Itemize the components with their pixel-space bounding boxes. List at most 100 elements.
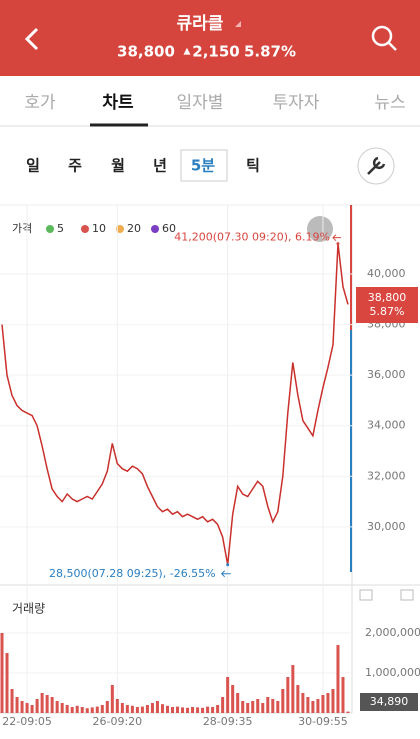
price-badge — [356, 287, 418, 323]
volume-bar — [45, 695, 49, 713]
search-handle — [388, 42, 397, 51]
change-arrow: ▲ — [184, 47, 191, 57]
annotation: 41,200(07.30 09:20), 6.19% — [174, 231, 330, 244]
tab[interactable]: 호가 — [24, 93, 56, 113]
tab[interactable]: 뉴스 — [374, 93, 405, 113]
volume-bar — [135, 707, 139, 713]
period[interactable]: 주 — [68, 157, 82, 175]
volume-tick-label: 1,000,000 — [365, 666, 420, 679]
volume-bar — [346, 711, 350, 713]
volume-bar — [155, 701, 159, 713]
annotation-point — [336, 242, 340, 246]
period[interactable]: 년 — [153, 157, 167, 175]
volume-bar — [211, 707, 215, 713]
wrench-icon — [367, 156, 386, 175]
volume-bar — [170, 707, 174, 713]
price-change: 2,150 — [192, 43, 239, 61]
volume-bar — [201, 707, 205, 713]
volume-bar — [0, 633, 4, 713]
volume-bar — [221, 697, 225, 713]
tab[interactable]: 투자자 — [273, 93, 320, 113]
volume-bar — [60, 703, 64, 713]
volume-bar — [70, 707, 74, 713]
period[interactable]: 틱 — [246, 157, 260, 175]
search-button[interactable] — [371, 25, 393, 47]
back-button[interactable] — [24, 27, 39, 51]
volume-tick-label: 2,000,000 — [365, 626, 420, 639]
volume-bar — [326, 693, 330, 713]
x-tick-label: 28-09:35 — [203, 715, 253, 728]
tab[interactable]: 일자별 — [177, 93, 224, 113]
volume-badge — [360, 693, 418, 711]
volume-bar — [95, 706, 99, 713]
price-badge-rate: 5.87% — [370, 305, 405, 318]
legend-label: 10 — [92, 222, 106, 235]
volume-bar — [10, 689, 14, 713]
annotation: 28,500(07.28 09:25), -26.55% — [49, 567, 216, 580]
y-tick-label: 36,000 — [367, 368, 406, 381]
volume-bar — [291, 665, 295, 713]
volume-bar — [30, 705, 34, 713]
panel-menu[interactable] — [359, 589, 373, 601]
volume-bar — [140, 706, 144, 713]
volume-bar — [281, 689, 285, 713]
volume-bar — [251, 701, 255, 713]
volume-bar — [176, 706, 180, 713]
legend-label: 60 — [162, 222, 176, 235]
legend-dot — [151, 225, 159, 233]
volume-bar — [271, 699, 275, 713]
period[interactable]: 5분 — [191, 157, 215, 175]
volume-title: 거래량 — [12, 602, 45, 616]
y-tick-label: 30,000 — [367, 520, 406, 533]
volume-badge-value: 34,890 — [370, 695, 409, 708]
volume-bar — [316, 699, 320, 713]
volume-bar — [90, 707, 94, 713]
volume-bar — [331, 689, 335, 713]
volume-bar — [55, 701, 59, 713]
y-tick-label: 32,000 — [367, 469, 406, 482]
x-tick-label: 22-09:05 — [2, 715, 52, 728]
volume-bar — [15, 697, 19, 713]
legend-dot — [81, 225, 89, 233]
expand-button[interactable] — [307, 216, 333, 242]
volume-bar — [40, 693, 44, 713]
annotation-arrow — [220, 570, 231, 578]
period-selected-box — [180, 149, 228, 182]
legend-title: 가격 — [12, 222, 32, 235]
volume-bar — [236, 693, 240, 713]
y-tick-label: 34,000 — [367, 419, 406, 432]
volume-bar — [160, 704, 164, 713]
volume-bar — [321, 695, 325, 713]
volume-bar — [115, 699, 119, 713]
volume-bar — [306, 697, 310, 713]
volume-bar — [125, 705, 129, 713]
y-tick-label: 40,000 — [367, 267, 406, 280]
legend-label: 5 — [57, 222, 64, 235]
volume-bar — [80, 707, 84, 713]
volume-bar — [206, 706, 210, 713]
volume-bar — [130, 705, 134, 713]
settings-button[interactable] — [357, 147, 395, 185]
header-bar — [0, 0, 420, 76]
period[interactable]: 월 — [111, 157, 125, 175]
period[interactable]: 일 — [26, 157, 40, 175]
title-marker — [235, 21, 241, 27]
volume-bar — [35, 699, 39, 713]
volume-bar — [150, 703, 154, 713]
price-badge-value: 38,800 — [368, 291, 407, 304]
volume-bar — [216, 705, 220, 713]
volume-bar — [120, 703, 124, 713]
annotation-arrow — [332, 234, 341, 242]
tab[interactable]: 차트 — [102, 93, 134, 113]
change-rate: 5.87% — [244, 43, 296, 61]
x-tick-label: 30-09:55 — [298, 715, 348, 728]
panel-close[interactable] — [400, 589, 414, 601]
volume-bar — [311, 701, 315, 713]
volume-bar — [341, 677, 345, 713]
volume-bar — [266, 697, 270, 713]
volume-bar — [276, 701, 280, 713]
volume-bar — [105, 701, 109, 713]
volume-bar — [100, 705, 104, 713]
volume-bar — [5, 653, 9, 713]
volume-bar — [241, 701, 245, 713]
